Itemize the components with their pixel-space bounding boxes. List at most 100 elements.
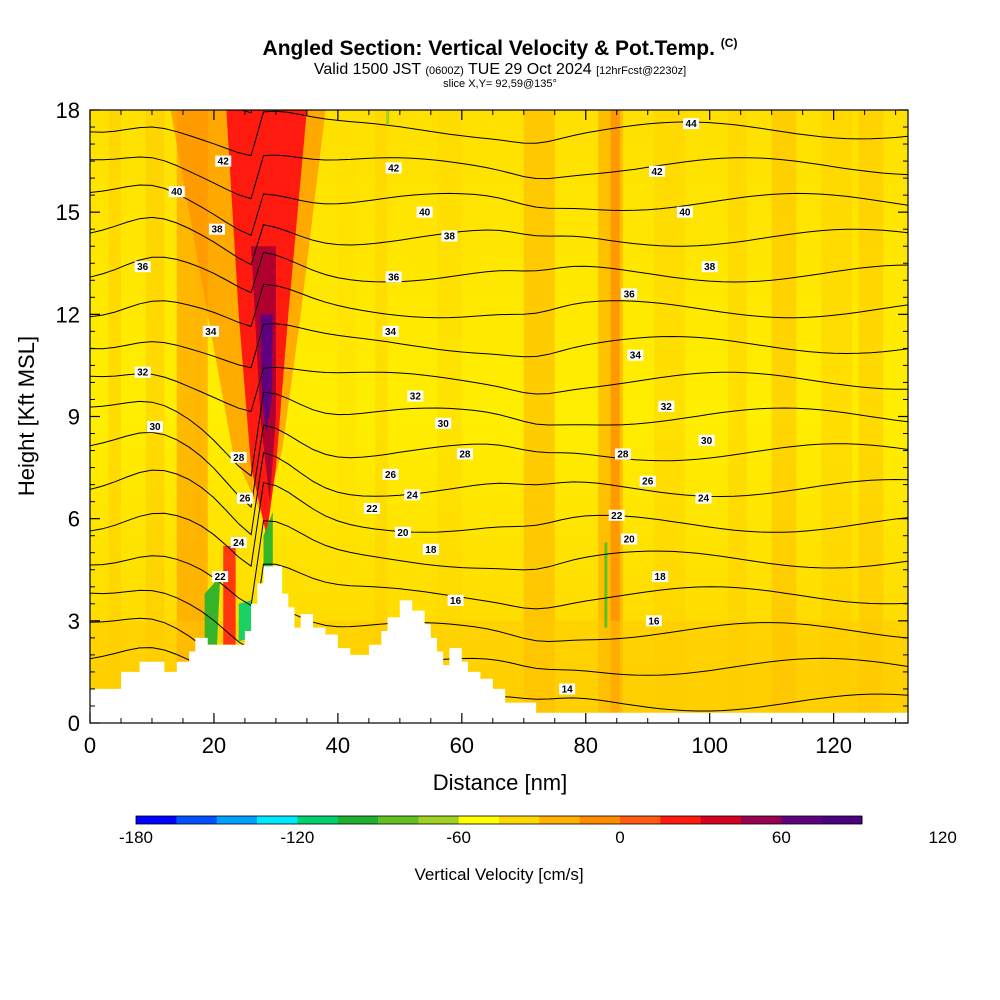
contour-label-bg — [652, 571, 669, 583]
contour-label-bg — [447, 594, 464, 606]
downdraft-streak — [604, 542, 608, 628]
theta-contour — [90, 3, 908, 48]
contour-label-bg — [614, 448, 631, 460]
contour-label: 24 — [407, 490, 419, 501]
theta-contour — [90, 452, 908, 536]
valid-utc: (0600Z) — [425, 65, 464, 77]
colorbar-segment — [700, 816, 742, 824]
colorbar-tick-label: -180 — [119, 828, 153, 847]
x-tick-label: 120 — [815, 733, 852, 758]
theta-contour — [90, 184, 908, 236]
colorbar-segment — [257, 816, 298, 824]
contour-label-bg — [168, 186, 185, 198]
theta-contour — [90, 0, 908, 20]
contour-label-bg — [639, 475, 656, 487]
contour-label-bg — [385, 162, 402, 174]
contour-label: 22 — [215, 572, 227, 583]
contour-label-bg — [608, 509, 625, 521]
colorbar-segment — [176, 816, 218, 824]
colorbar-segment — [821, 816, 863, 824]
contour-label-bg — [134, 366, 151, 378]
contour-label: 14 — [562, 684, 574, 695]
contour-label: 26 — [385, 470, 397, 481]
colorbar-segment — [539, 816, 581, 824]
contour-label-bg — [385, 271, 402, 283]
colorbar-segment — [781, 816, 823, 824]
valid-time-line: Valid 1500 JST (0600Z) TUE 29 Oct 2024 [… — [0, 61, 1000, 79]
contour-label-bg — [209, 223, 226, 235]
velocity-band — [108, 110, 121, 723]
contour-label-bg — [236, 492, 253, 504]
theta-contour — [90, 154, 908, 200]
contour-label-bg — [404, 489, 421, 501]
contour-label-bg — [230, 451, 247, 463]
contour-label: 30 — [150, 422, 162, 433]
theta-contour — [90, 520, 908, 607]
contour-label-bg — [202, 325, 219, 337]
colorbar-segment — [136, 816, 177, 824]
valid-prefix: Valid 1500 JST — [313, 61, 421, 78]
colorbar-frame — [135, 815, 863, 825]
theta-contour — [90, 391, 908, 477]
theta-contour — [90, 323, 908, 369]
contour-label: 18 — [655, 572, 667, 583]
x-tick-label: 60 — [450, 733, 474, 758]
colorbar-segment — [579, 816, 621, 824]
contour-label: 16 — [648, 616, 660, 627]
downdraft-top — [386, 110, 390, 124]
colorbar-tick-label: -60 — [446, 828, 471, 847]
contour-label: 40 — [679, 208, 691, 219]
colorbar-tick-label: 60 — [772, 828, 791, 847]
contour-label-bg — [407, 390, 424, 402]
contour-label-bg — [627, 349, 644, 361]
velocity-band — [523, 110, 555, 723]
theta-contour — [90, 366, 908, 413]
colorbar-segment — [660, 816, 702, 824]
theta-contour — [90, 563, 908, 651]
plot-area: 42 40 38 36 34 32 30 28 26 24 22 42 40 38 36 34 32 30 28 26… — [90, 0, 908, 723]
colorbar-title: Vertical Velocity [cm/s] — [414, 865, 583, 884]
contour-label: 22 — [366, 504, 378, 515]
colorbar-segment — [741, 816, 782, 824]
y-tick-label: 18 — [56, 98, 80, 123]
downdraft-left — [204, 576, 221, 645]
velocity-band — [728, 110, 747, 723]
y-axis-title: Height [Kft MSL] — [14, 336, 39, 496]
contour-label: 32 — [410, 392, 422, 403]
contour-label-bg — [649, 165, 666, 177]
colorbar-segment — [297, 816, 339, 824]
contour-label: 36 — [137, 262, 149, 273]
theta-contour — [90, 283, 908, 328]
velocity-band — [821, 110, 853, 723]
velocity-band — [771, 110, 797, 723]
theta-contour — [90, 424, 908, 508]
y-tick-label: 0 — [68, 711, 80, 736]
contour-label: 40 — [419, 208, 431, 219]
updraft-peak — [260, 314, 273, 434]
contour-label-bg — [676, 206, 693, 218]
velocity-band — [437, 110, 462, 723]
valid-date: TUE 29 Oct 2024 — [468, 61, 592, 78]
contour-label-bg — [416, 206, 433, 218]
colorbar-segment — [337, 816, 379, 824]
colorbar-tick-label: 0 — [615, 828, 624, 847]
contour-label: 28 — [233, 453, 245, 464]
colorbar-segment — [216, 816, 258, 824]
contour-label: 38 — [211, 225, 223, 236]
contour-label-bg — [230, 537, 247, 549]
theta-contour — [239, 110, 253, 114]
y-tick-label: 12 — [56, 302, 80, 327]
y-tick-label: 15 — [56, 200, 80, 225]
contour-label: 28 — [459, 449, 471, 460]
title-mark: (C) — [720, 36, 738, 50]
theta-contour — [90, 216, 908, 266]
contour-label-bg — [658, 400, 675, 412]
contour-label: 24 — [698, 494, 710, 505]
contour-label: 16 — [450, 596, 462, 607]
contour-label-bg — [422, 543, 439, 555]
contour-label: 20 — [624, 535, 636, 546]
contour-label: 44 — [686, 119, 698, 130]
contour-label-bg — [394, 526, 411, 538]
contour-label-bg — [698, 434, 715, 446]
